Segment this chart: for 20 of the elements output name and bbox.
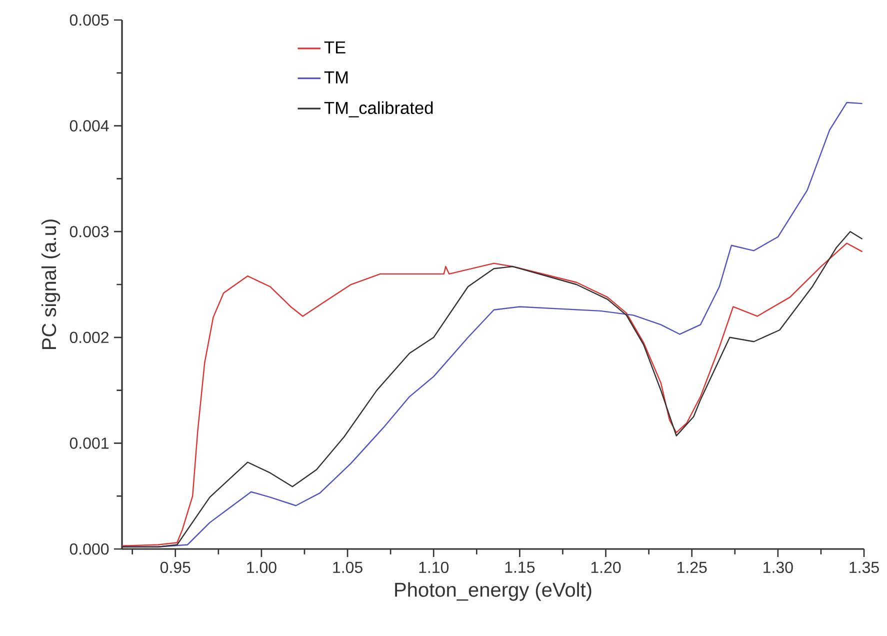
x-tick-label: 1.35 (850, 562, 879, 574)
y-tick-label: 0.003 (70, 226, 109, 238)
y-tick-label: 0.005 (70, 14, 109, 26)
legend-label: TM_calibrated (324, 101, 433, 118)
x-tick-label: 1.10 (419, 562, 449, 574)
x-tick-label: 1.00 (247, 562, 276, 574)
x-tick-label: 1.25 (677, 562, 707, 574)
y-tick-label: 0.002 (70, 332, 108, 344)
y-tick-label: 0.001 (70, 438, 109, 449)
y-axis-title: PC signal (a.u) (41, 220, 60, 350)
x-tick-label: 1.15 (505, 562, 535, 573)
x-tick-label: 1.20 (591, 562, 621, 574)
y-tick-label: 0.000 (70, 543, 109, 555)
legend-label: TM (324, 71, 348, 84)
x-axis-title: Photon_energy (eVolt) (395, 582, 592, 601)
x-tick-label: 1.30 (764, 562, 793, 574)
y-tick-label: 0.004 (70, 120, 109, 132)
x-tick-label: 0.95 (160, 562, 190, 574)
legend-label: TE (324, 41, 346, 54)
x-tick-label: 1.05 (333, 562, 362, 574)
